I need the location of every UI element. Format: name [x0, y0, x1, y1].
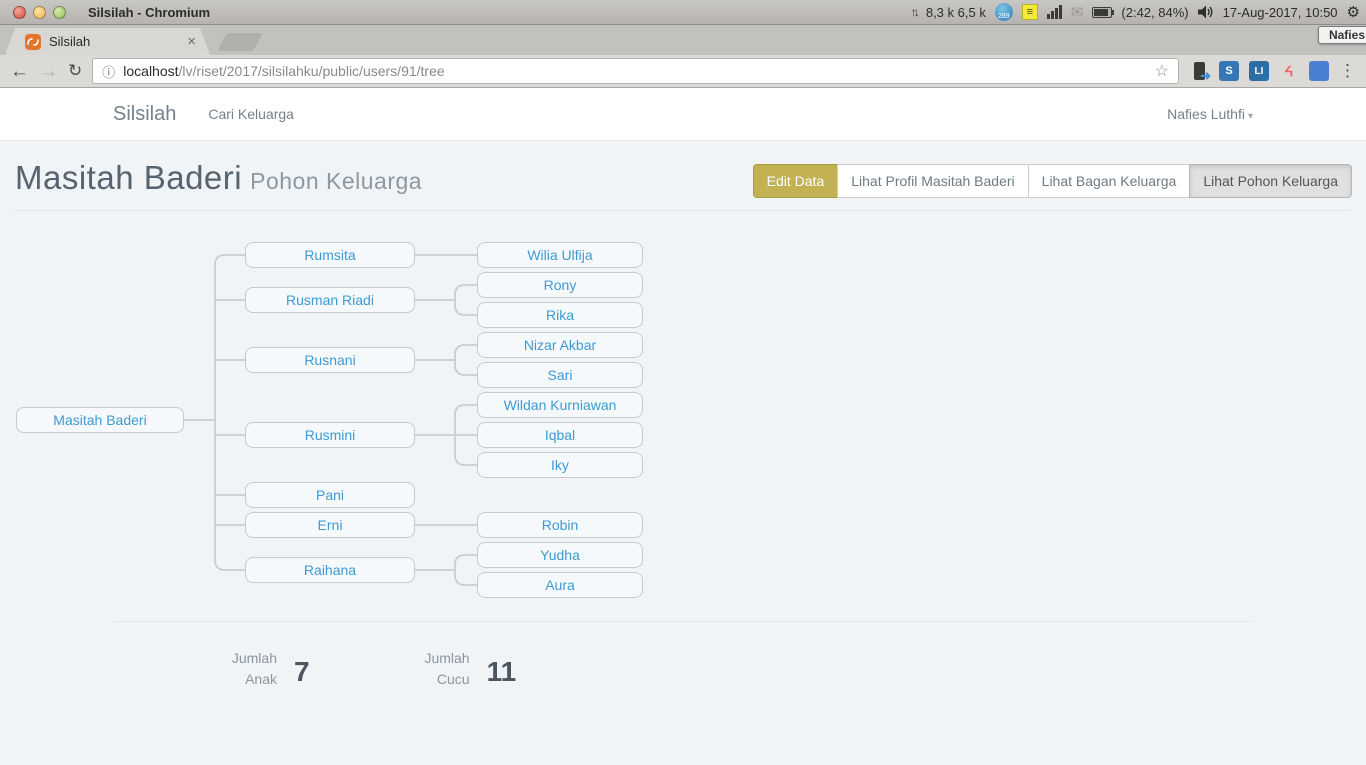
lihat-bagan-button[interactable]: Lihat Bagan Keluarga: [1027, 164, 1191, 198]
stats-section: Jumlah Anak 7 Jumlah Cucu 11: [0, 621, 1366, 690]
battery-icon[interactable]: [1092, 6, 1115, 18]
tree-node[interactable]: Pani: [245, 482, 415, 508]
stat-jumlah-anak: Jumlah Anak 7: [231, 650, 310, 687]
mail-icon[interactable]: ✉: [1070, 4, 1084, 21]
family-tree: Masitah Baderi Rumsita Wilia Ulfija Rusman …: [0, 211, 1366, 601]
system-panel: Silsilah - Chromium ↑↓ 8,3 k 6,5 k 289 ≡…: [0, 0, 1366, 44]
tree-node[interactable]: Rumsita: [245, 242, 415, 268]
page-subtitle: Pohon Keluarga: [250, 168, 423, 194]
tree-node[interactable]: Aura: [477, 572, 643, 598]
tree-node[interactable]: Iky: [477, 452, 643, 478]
tooltip: Nafies: [1317, 26, 1366, 44]
tree-node[interactable]: Iqbal: [477, 422, 643, 448]
tab-close-icon[interactable]: ×: [187, 33, 196, 50]
site-info-icon[interactable]: ⓘ: [102, 64, 116, 80]
stats-divider: [113, 621, 1253, 622]
battery-status: (2:42, 84%): [1121, 4, 1189, 20]
browser-toolbar: ← → ↻ ⓘ localhost /lv/riset/2017/silsila…: [0, 55, 1366, 88]
site-navbar: Silsilah Cari Keluarga Nafies Luthfi ▾: [0, 88, 1366, 141]
blue-extension-icon[interactable]: [1309, 61, 1329, 81]
lihat-profil-button[interactable]: Lihat Profil Masitah Baderi: [837, 164, 1029, 198]
network-speed: 8,3 k 6,5 k: [925, 4, 986, 20]
forward-button[interactable]: →: [39, 60, 58, 82]
page-header: Masitah Baderi Pohon Keluarga Edit Data L…: [0, 141, 1366, 211]
tree-node[interactable]: Rony: [477, 272, 643, 298]
gear-icon[interactable]: ⚙: [1346, 4, 1360, 21]
user-menu[interactable]: Nafies Luthfi ▾: [1167, 106, 1253, 122]
notes-indicator-icon[interactable]: ≡: [1021, 4, 1038, 20]
laravel-extension-icon[interactable]: ᔦ: [1284, 62, 1294, 79]
network-arrows-icon[interactable]: ↑↓: [910, 5, 920, 19]
window-close-button[interactable]: [13, 5, 26, 19]
xampp-favicon-icon: [25, 34, 41, 50]
tab-title: Silsilah: [49, 34, 91, 49]
reload-button[interactable]: ↻: [68, 61, 83, 80]
url-host: localhost: [123, 63, 179, 79]
web-page: Silsilah Cari Keluarga Nafies Luthfi ▾ Ma…: [0, 88, 1366, 765]
system-tray: ↑↓ 8,3 k 6,5 k 289 ≡ ✉ (2:42, 84%) 17-Au…: [911, 3, 1360, 21]
stat-cucu-value: 11: [486, 656, 517, 687]
tab-bar: Silsilah ×: [0, 25, 1366, 55]
edit-data-button[interactable]: Edit Data: [752, 164, 839, 198]
app-badge-icon[interactable]: 289: [994, 3, 1013, 21]
browser-menu-icon[interactable]: ⋮: [1339, 61, 1356, 80]
mobile-view-extension-icon[interactable]: ➜: [1189, 61, 1211, 83]
tree-node[interactable]: Masitah Baderi: [16, 407, 184, 433]
tree-node[interactable]: Rusman Riadi: [245, 287, 415, 313]
tree-node[interactable]: Wilia Ulfija: [477, 242, 643, 268]
tree-node[interactable]: Sari: [477, 362, 643, 388]
tree-connectors: [184, 254, 477, 586]
tree-node[interactable]: Yudha: [477, 542, 643, 568]
page-title: Masitah Baderi Pohon Keluarga: [15, 159, 423, 196]
bookmark-star-icon[interactable]: ☆: [1154, 63, 1169, 80]
tree-node[interactable]: Rika: [477, 302, 643, 328]
url-path: /lv/riset/2017/silsilahku/public/users/9…: [178, 63, 445, 79]
tree-node[interactable]: Wildan Kurniawan: [477, 392, 643, 418]
window-minimize-button[interactable]: [33, 5, 46, 19]
action-button-group: Edit Data Lihat Profil Masitah Baderi Li…: [752, 164, 1352, 198]
stat-anak-value: 7: [294, 656, 310, 687]
tree-node[interactable]: Rusmini: [245, 422, 415, 448]
brand-link[interactable]: Silsilah: [113, 102, 177, 125]
lihat-pohon-button[interactable]: Lihat Pohon Keluarga: [1189, 164, 1352, 198]
stat-jumlah-cucu: Jumlah Cucu 11: [424, 650, 517, 687]
tree-node[interactable]: Nizar Akbar: [477, 332, 643, 358]
back-button[interactable]: ←: [10, 60, 29, 82]
window-maximize-button[interactable]: [53, 5, 66, 19]
window-title: Silsilah - Chromium: [88, 4, 211, 20]
tree-node[interactable]: Erni: [245, 512, 415, 538]
tree-node[interactable]: Robin: [477, 512, 643, 538]
chevron-down-icon: ▾: [1247, 111, 1253, 122]
tree-node[interactable]: Raihana: [245, 557, 415, 583]
browser-tab[interactable]: Silsilah ×: [5, 28, 210, 55]
nav-item-cari-keluarga[interactable]: Cari Keluarga: [208, 106, 294, 122]
header-divider: [15, 210, 1351, 211]
li-extension-icon[interactable]: LI: [1249, 61, 1269, 81]
s-extension-icon[interactable]: S: [1219, 61, 1239, 81]
address-bar[interactable]: ⓘ localhost /lv/riset/2017/silsilahku/pu…: [92, 58, 1179, 84]
tree-node[interactable]: Rusnani: [245, 347, 415, 373]
signal-strength-icon[interactable]: [1046, 5, 1062, 19]
clock[interactable]: 17-Aug-2017, 10:50: [1222, 4, 1338, 20]
new-tab-button[interactable]: [217, 33, 263, 51]
volume-icon[interactable]: [1197, 5, 1214, 19]
